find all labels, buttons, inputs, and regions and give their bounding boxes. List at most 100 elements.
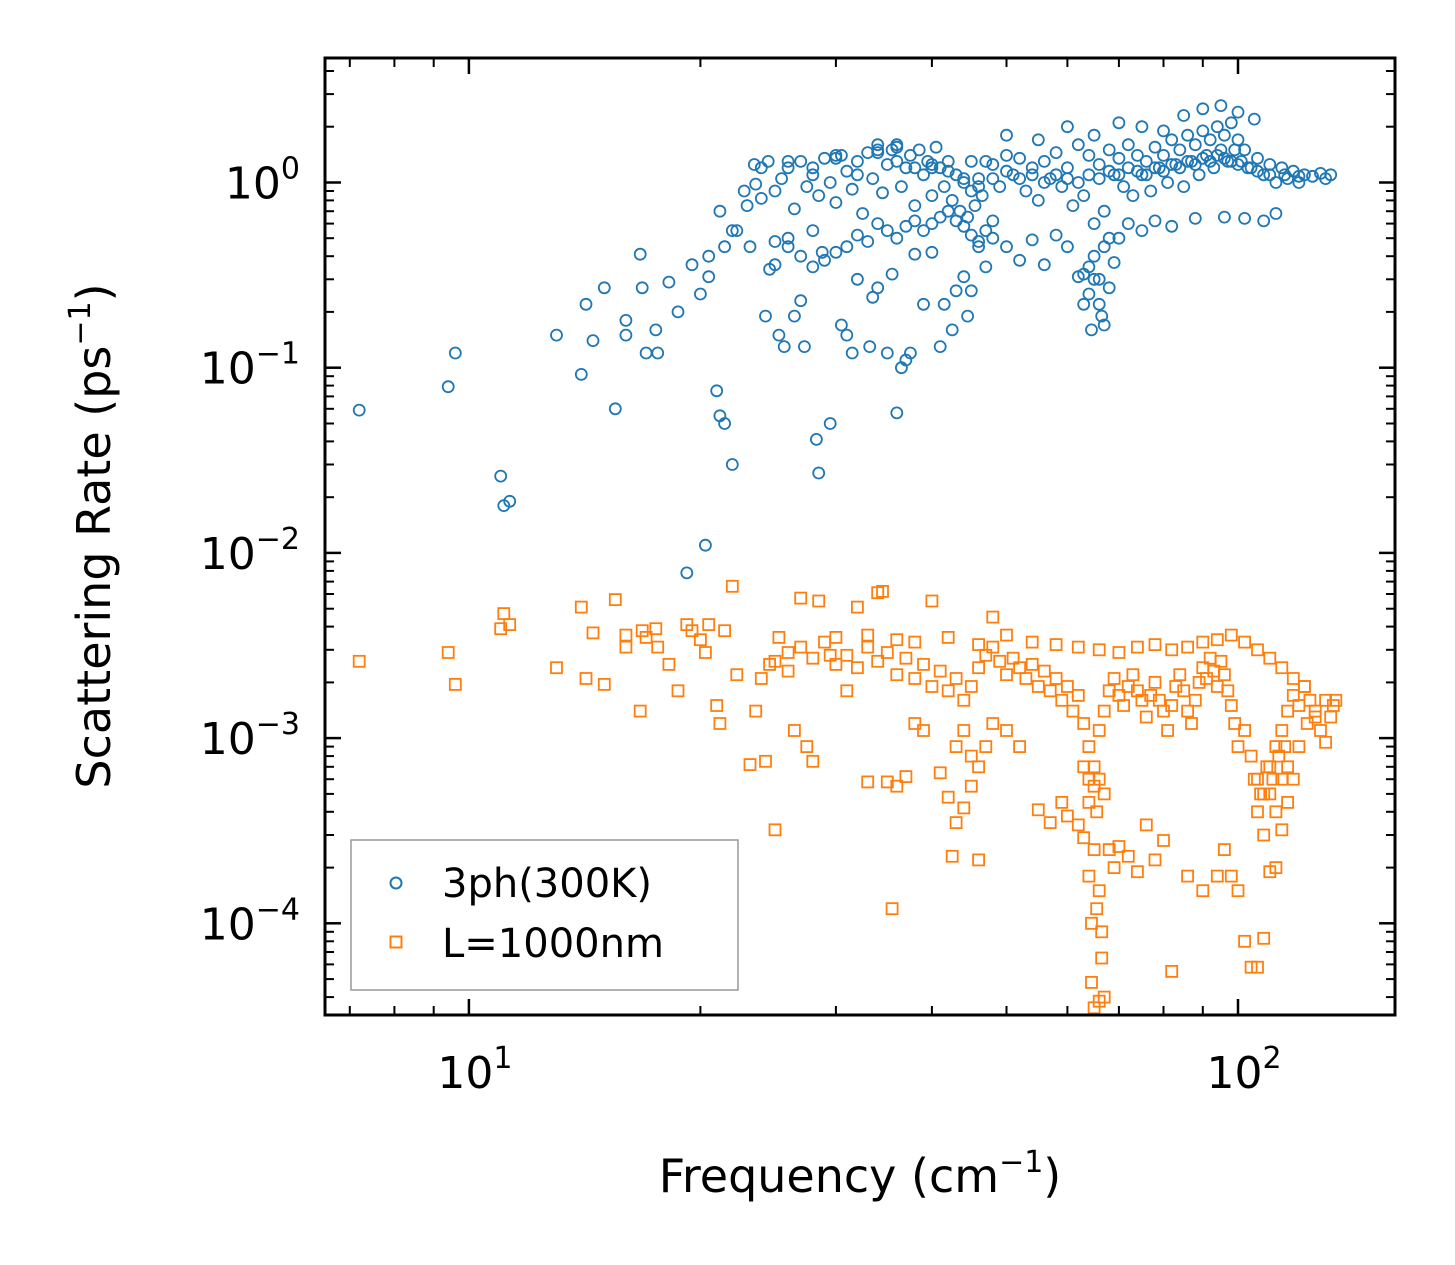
data-point [1117,180,1130,194]
data-point [788,309,801,323]
y-tick-label: 10−3 [200,707,300,765]
data-point [1177,180,1191,194]
ticks-layer [325,58,1395,1015]
data-point [851,661,864,675]
data-point [1308,710,1322,724]
data-point [1037,176,1051,189]
data-point [694,633,707,647]
data-point [649,323,663,337]
data-point [929,140,943,154]
data-point [1097,990,1111,1004]
data-point [1049,168,1063,182]
data-point [1278,740,1292,753]
data-point [768,184,782,198]
data-point [1221,684,1235,698]
data-point [890,154,904,168]
data-point [1306,169,1319,183]
data-point [856,207,869,220]
data-point [574,600,588,614]
data-point [1092,172,1106,186]
data-point [1173,161,1187,175]
data-point [1049,638,1063,651]
data-point [1218,843,1231,856]
data-point [949,672,963,685]
data-point [957,801,971,815]
data-point [1165,158,1179,171]
x-axis-label: Frequency (cm−1) [659,1145,1062,1203]
data-point [908,247,922,261]
data-point [1218,210,1231,224]
data-point [1092,724,1106,737]
data-point [1082,869,1096,883]
data-point [1292,169,1306,183]
data-point [818,151,831,165]
data-point [1148,638,1162,651]
data-point [1000,628,1013,642]
data-point [986,640,1000,654]
data-point [1000,240,1013,254]
data-point [1055,180,1069,194]
data-point [829,245,843,259]
data-point [1000,128,1013,142]
data-point [1085,323,1098,337]
data-point [829,658,843,671]
data-point [794,640,808,654]
data-point [651,640,665,654]
data-point [1037,664,1051,678]
data-point [1006,168,1020,182]
data-point [1071,640,1085,654]
data-point [639,346,653,360]
data-point [1269,861,1283,874]
data-point [1112,168,1126,182]
data-point [890,668,904,682]
data-point [1121,217,1135,231]
data-point [812,466,826,480]
data-point [979,260,993,274]
data-point [1085,976,1098,989]
data-point [818,635,831,649]
data-point [1013,151,1026,165]
data-point [702,618,716,631]
data-point [1165,219,1179,233]
data-point [1303,693,1317,707]
data-point [1135,224,1149,238]
data-point [737,184,751,198]
data-point [840,328,854,342]
data-point [497,607,511,620]
data-point [1278,168,1292,182]
data-point [1177,684,1191,698]
data-point [1092,297,1106,311]
data-point [957,176,971,189]
data-point [1025,658,1039,671]
data-point [1238,724,1251,737]
data-point [876,186,889,200]
data-point [1238,211,1251,225]
data-point [662,275,676,289]
data-point [1161,724,1174,737]
data-point [754,191,768,205]
data-point [933,210,947,224]
data-point [1061,120,1074,134]
data-point [768,235,782,248]
data-point [917,724,930,737]
data-point [885,902,899,916]
data-point [1139,168,1153,182]
data-point [1121,849,1135,863]
data-point [503,494,517,508]
data-point [1188,138,1202,152]
data-point [806,754,820,768]
data-point [1224,699,1238,712]
data-point [937,180,951,194]
data-point [1286,672,1300,685]
data-point [993,180,1007,194]
data-point [1263,168,1277,182]
data-point [775,172,788,186]
data-point [871,217,885,231]
data-point [871,143,885,157]
data-point [871,654,885,668]
data-point [718,240,731,254]
data-point [986,231,1000,245]
data-point [1298,168,1311,182]
data-point [986,610,1000,624]
data-point [1161,176,1174,189]
